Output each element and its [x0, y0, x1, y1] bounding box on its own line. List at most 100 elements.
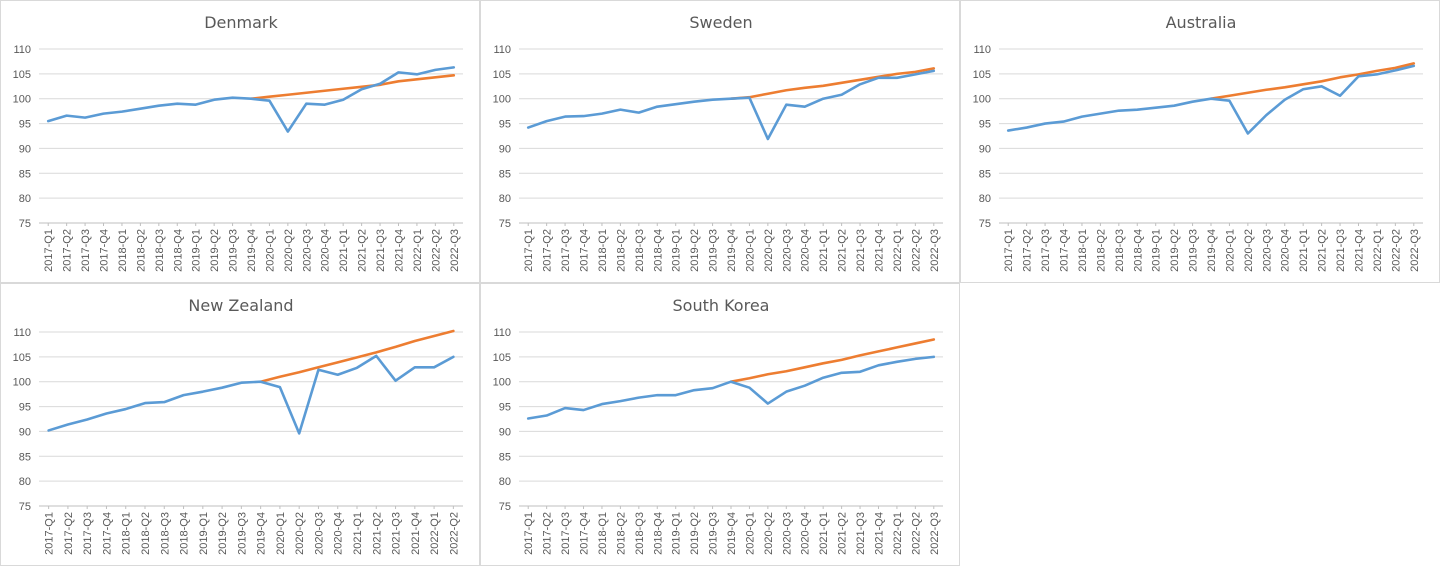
x-tick-label: 2018-Q2 [615, 512, 627, 555]
y-tick-label: 85 [19, 168, 31, 180]
series-line-actual [47, 354, 455, 435]
y-tick-label: 110 [493, 327, 511, 339]
y-tick-label: 75 [19, 501, 31, 513]
x-tick-label: 2020-Q4 [333, 512, 345, 555]
y-tick-label: 75 [19, 218, 31, 230]
x-tick-label: 2021-Q3 [855, 512, 867, 555]
x-tick-label: 2019-Q4 [256, 512, 268, 555]
x-tick-label: 2020-Q2 [763, 512, 775, 555]
x-tick-label: 2017-Q2 [63, 512, 75, 555]
x-tick-label: 2019-Q3 [228, 229, 240, 272]
x-tick-label: 2018-Q1 [117, 229, 129, 272]
y-tick-label: 75 [979, 218, 991, 230]
x-tick-label: 2020-Q4 [320, 229, 332, 272]
x-tick-label: 2021-Q2 [371, 512, 383, 555]
y-tick-label: 85 [19, 451, 31, 463]
y-tick-label: 95 [979, 119, 991, 131]
y-tick-label: 110 [493, 44, 511, 56]
x-tick-label: 2020-Q3 [1261, 229, 1273, 272]
x-tick-label: 2017-Q3 [80, 229, 92, 272]
x-tick-label: 2018-Q3 [634, 229, 646, 272]
x-tick-label: 2018-Q3 [154, 229, 166, 272]
x-tick-label: 2018-Q4 [652, 512, 664, 555]
x-tick-label: 2020-Q1 [744, 229, 756, 272]
series-line-trend [729, 338, 936, 384]
x-tick-label: 2017-Q1 [43, 229, 55, 272]
x-tick-label: 2017-Q2 [1022, 229, 1034, 272]
chart-panel-australia: Australia 75 80 85 90 95 100 105 110 2017-Q1 2017-… [960, 0, 1440, 283]
x-tick-label: 2017-Q3 [560, 229, 572, 272]
chart-panel-new-zealand: New Zealand 75 80 85 90 95 100 105 110 2017-Q1 201… [0, 283, 480, 566]
x-tick-label: 2020-Q1 [264, 229, 276, 272]
y-tick-label: 75 [499, 218, 511, 230]
y-tick-label: 95 [499, 402, 511, 414]
x-tick-label: 2017-Q1 [44, 512, 56, 555]
x-tick-label: 2022-Q2 [910, 229, 922, 272]
y-tick-label: 95 [19, 119, 31, 131]
y-tick-label: 80 [499, 193, 511, 205]
x-tick-label: 2021-Q3 [1335, 229, 1347, 272]
x-tick-label: 2018-Q1 [597, 512, 609, 555]
y-tick-label: 105 [973, 69, 991, 81]
x-tick-label: 2022-Q2 [1390, 229, 1402, 272]
y-tick-label: 105 [13, 352, 31, 364]
x-tick-label: 2019-Q4 [726, 512, 738, 555]
x-tick-label: 2018-Q3 [1114, 229, 1126, 272]
x-tick-label: 2019-Q1 [671, 512, 683, 555]
y-tick-label: 85 [499, 451, 511, 463]
y-tick-label: 75 [499, 501, 511, 513]
x-tick-label: 2020-Q3 [781, 512, 793, 555]
x-tick-label: 2018-Q2 [1095, 229, 1107, 272]
y-tick-label: 110 [13, 327, 31, 339]
x-tick-label: 2018-Q4 [172, 229, 184, 272]
x-tick-label: 2022-Q3 [449, 229, 461, 272]
x-tick-label: 2020-Q1 [1224, 229, 1236, 272]
y-tick-label: 105 [13, 69, 31, 81]
series-line-trend [1209, 62, 1416, 101]
y-tick-label: 105 [493, 69, 511, 81]
line-chart-denmark: Denmark 75 80 85 90 95 100 105 110 2017-Q1 2017-Q2… [13, 13, 463, 272]
y-tick-label: 80 [499, 476, 511, 488]
x-tick-label: 2017-Q1 [523, 512, 535, 555]
x-tick-label: 2021-Q4 [410, 512, 422, 555]
y-tick-label: 100 [13, 94, 31, 106]
x-tick-label: 2019-Q4 [246, 229, 258, 272]
y-tick-label: 95 [19, 402, 31, 414]
series-line-trend [249, 74, 456, 101]
chart-title: Australia [1166, 13, 1237, 32]
x-tick-label: 2017-Q3 [560, 512, 572, 555]
x-tick-label: 2021-Q3 [375, 229, 387, 272]
x-tick-label: 2018-Q1 [597, 229, 609, 272]
x-tick-label: 2017-Q1 [1003, 229, 1015, 272]
x-tick-label: 2017-Q4 [579, 229, 591, 272]
x-tick-label: 2020-Q2 [283, 229, 295, 272]
x-tick-label: 2018-Q3 [159, 512, 171, 555]
x-tick-label: 2019-Q2 [209, 229, 221, 272]
x-tick-label: 2021-Q3 [391, 512, 403, 555]
y-tick-label: 85 [979, 168, 991, 180]
chart-title: South Korea [673, 296, 770, 315]
x-tick-label: 2022-Q3 [929, 229, 941, 272]
y-tick-label: 90 [19, 426, 31, 438]
y-tick-label: 85 [499, 168, 511, 180]
x-tick-label: 2020-Q1 [744, 512, 756, 555]
y-tick-label: 80 [19, 193, 31, 205]
x-tick-label: 2017-Q4 [101, 512, 113, 555]
x-tick-label: 2019-Q3 [708, 229, 720, 272]
x-tick-label: 2019-Q4 [726, 229, 738, 272]
y-tick-label: 110 [973, 44, 991, 56]
x-tick-label: 2017-Q2 [62, 229, 74, 272]
y-tick-label: 100 [973, 94, 991, 106]
x-tick-label: 2022-Q3 [929, 512, 941, 555]
x-tick-label: 2021-Q1 [1298, 229, 1310, 272]
x-tick-label: 2019-Q3 [708, 512, 720, 555]
x-tick-label: 2019-Q2 [1169, 229, 1181, 272]
x-tick-label: 2022-Q1 [892, 512, 904, 555]
line-chart-new-zealand: New Zealand 75 80 85 90 95 100 105 110 2017-Q1 201… [13, 296, 463, 555]
x-tick-label: 2021-Q2 [1317, 229, 1329, 272]
x-tick-label: 2021-Q2 [837, 512, 849, 555]
x-tick-label: 2021-Q2 [357, 229, 369, 272]
x-tick-label: 2019-Q3 [1188, 229, 1200, 272]
line-chart-sweden: Sweden 75 80 85 90 95 100 105 110 2017-Q1 2017-Q2 2… [493, 13, 943, 272]
x-tick-label: 2020-Q4 [800, 512, 812, 555]
